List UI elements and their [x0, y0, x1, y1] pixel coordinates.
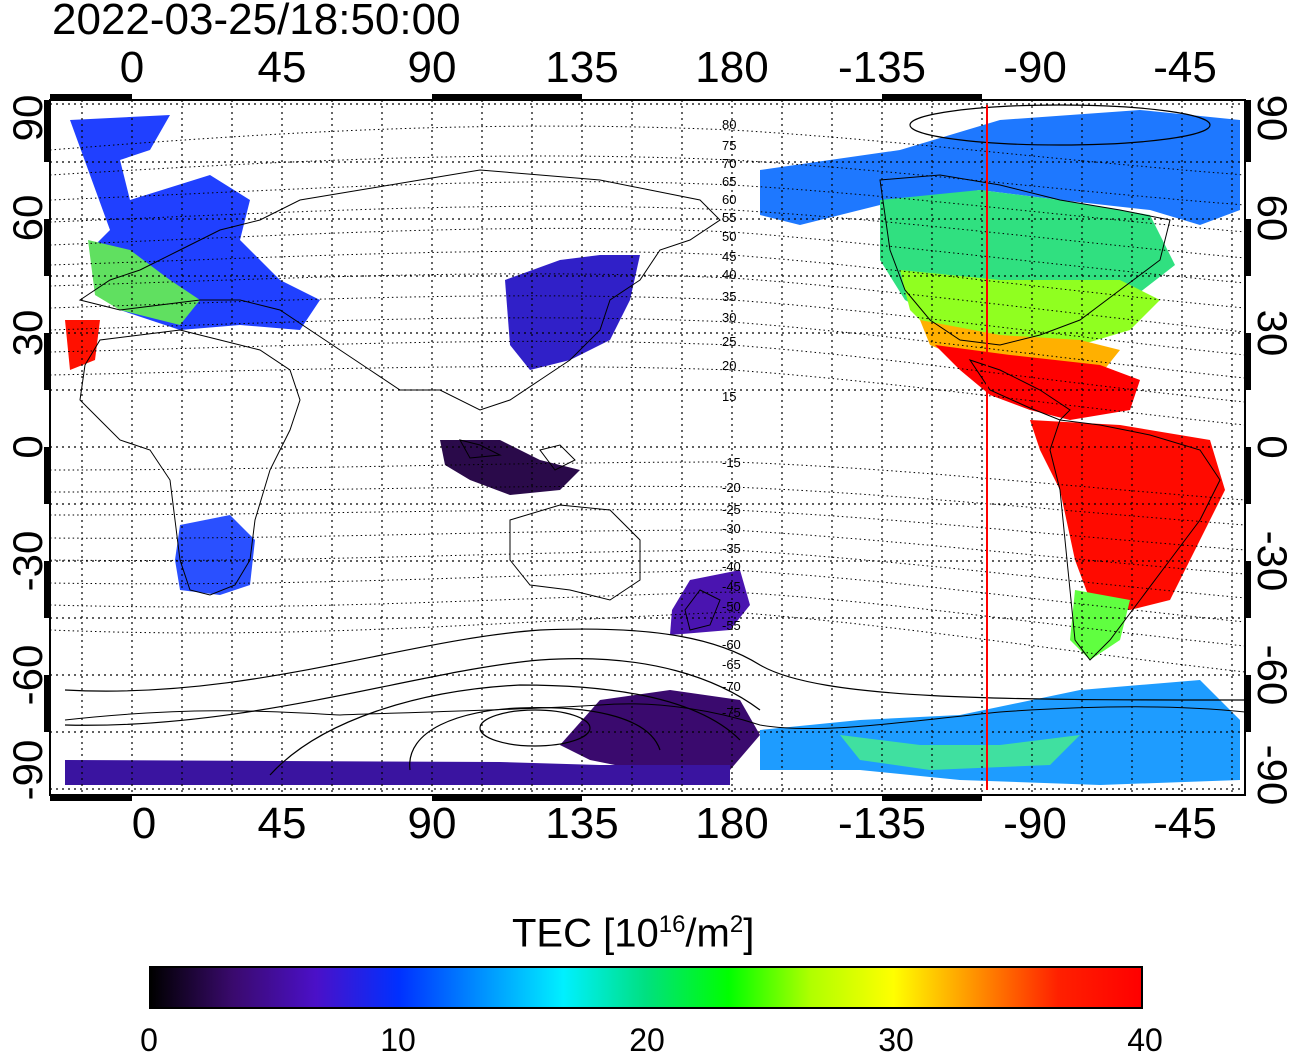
- bottom-lon-tick: 135: [545, 799, 619, 848]
- left-lat-tick: -90: [4, 739, 51, 801]
- contour-label: 45: [722, 249, 737, 264]
- colorbar: [149, 966, 1143, 1009]
- tec-patch-arctic: [760, 110, 1240, 225]
- colorbar-tick: 0: [140, 1022, 158, 1058]
- bottom-lon-tick: 180: [695, 799, 769, 848]
- contour-label: 80: [722, 117, 737, 132]
- contour-label: 65: [722, 174, 737, 189]
- contour-label: -25: [722, 502, 741, 517]
- left-lat-tick: -60: [4, 644, 51, 706]
- top-lon-tick: 45: [257, 43, 307, 92]
- right-lat-tick: -60: [1249, 644, 1294, 706]
- contour-label: -60: [722, 637, 741, 652]
- top-lon-tick: 90: [407, 43, 457, 92]
- right-lat-tick: -30: [1249, 530, 1294, 592]
- colorbar-tick: 40: [1127, 1022, 1163, 1058]
- timestamp-label: 2022-03-25/18:50:00: [52, 0, 461, 44]
- tec-patch-south-america: [1030, 420, 1225, 610]
- tec-patch-new-zealand: [670, 570, 750, 635]
- contour-label: -55: [722, 618, 741, 633]
- contour-label: 35: [722, 289, 737, 304]
- magnetic-contours: [49, 125, 1246, 673]
- left-lat-tick: 0: [4, 435, 51, 459]
- tec-patch-antarctica-east: [560, 690, 760, 770]
- colorbar-tick: 30: [878, 1022, 914, 1058]
- colorbar-tick: 10: [380, 1022, 416, 1058]
- contour-label: -15: [722, 455, 741, 470]
- contour-label: -65: [722, 657, 741, 672]
- contour-label: 40: [722, 267, 737, 282]
- contour-label: 15: [722, 389, 737, 404]
- bottom-lon-tick: -135: [837, 799, 927, 848]
- contour-label: 55: [722, 210, 737, 225]
- top-lon-tick: -135: [837, 43, 927, 92]
- top-lon-tick: 135: [545, 43, 619, 92]
- tec-patch-indonesia: [440, 440, 580, 495]
- contour-label: -35: [722, 541, 741, 556]
- bottom-lon-tick: 90: [407, 799, 457, 848]
- right-lat-tick: 0: [1249, 435, 1294, 459]
- bottom-lon-tick: 45: [257, 799, 307, 848]
- left-lat-tick: 30: [4, 309, 51, 357]
- bottom-lon-tick: -90: [1003, 799, 1067, 848]
- tec-patch-iberia: [65, 320, 100, 370]
- colorbar-title: TEC [1016/m2]: [512, 911, 755, 956]
- contour-label: -40: [722, 559, 741, 574]
- contour-label: -30: [722, 521, 741, 536]
- contour-label: 50: [722, 229, 737, 244]
- right-lat-tick: 60: [1249, 194, 1294, 242]
- top-lon-tick: -45: [1153, 43, 1217, 92]
- right-lat-tick: 30: [1249, 309, 1294, 357]
- left-lat-tick: 60: [4, 194, 51, 242]
- contour-label: -50: [722, 599, 741, 614]
- top-lon-tick: 0: [119, 43, 145, 92]
- colorbar-tick: 20: [629, 1022, 665, 1058]
- contour-label: 75: [722, 138, 737, 153]
- right-lat-tick: 90: [1249, 94, 1294, 142]
- top-lon-tick: 180: [695, 43, 769, 92]
- contour-label: 30: [722, 310, 737, 325]
- contour-label: 20: [722, 358, 737, 373]
- frame-band: [44, 94, 1251, 801]
- map-grid: [50, 100, 1245, 795]
- tec-patch-southern-africa: [175, 515, 255, 595]
- bottom-lon-tick: -45: [1153, 799, 1217, 848]
- left-lat-tick: -30: [4, 530, 51, 592]
- tec-patch-south-band: [65, 760, 730, 785]
- contour-label: -20: [722, 480, 741, 495]
- contour-label: 25: [722, 334, 737, 349]
- left-lat-tick: 90: [4, 94, 51, 142]
- bottom-lon-tick: 0: [131, 799, 157, 848]
- contour-label: -45: [722, 579, 741, 594]
- tec-patch-east-asia: [505, 255, 640, 370]
- tec-data-layer: [65, 110, 1240, 785]
- top-lon-tick: -90: [1003, 43, 1067, 92]
- contour-label: -70: [722, 679, 741, 694]
- contour-label: 70: [722, 156, 737, 171]
- contour-label: -75: [722, 705, 741, 720]
- tec-patch-antarctica-far-west: [840, 735, 1080, 770]
- right-lat-tick: -90: [1249, 744, 1294, 806]
- coastlines: [64, 169, 1246, 730]
- contour-label: 60: [722, 192, 737, 207]
